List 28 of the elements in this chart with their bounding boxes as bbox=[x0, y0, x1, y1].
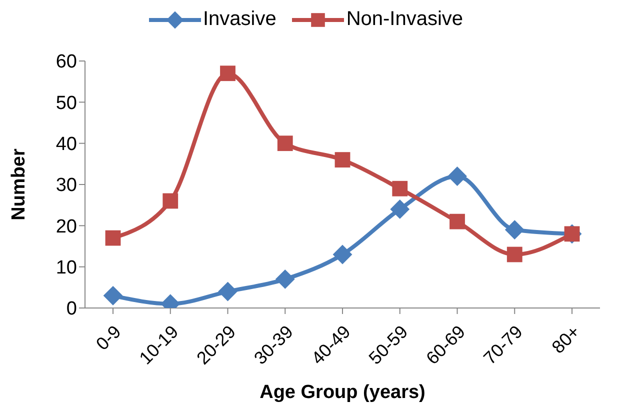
point bbox=[104, 286, 122, 306]
legend-label: Non-Invasive bbox=[346, 8, 464, 31]
x-tick-label: 80+ bbox=[548, 322, 584, 358]
y-tick-label: 50 bbox=[56, 92, 77, 114]
point bbox=[277, 136, 293, 152]
point bbox=[448, 166, 467, 186]
point bbox=[333, 244, 352, 264]
y-tick-label: 10 bbox=[56, 258, 77, 279]
point bbox=[505, 220, 524, 240]
point bbox=[450, 214, 465, 230]
x-axis-title: Age Group (years) bbox=[260, 382, 426, 403]
point bbox=[105, 230, 121, 246]
y-tick-label: 40 bbox=[56, 134, 77, 156]
legend-label: Invasive bbox=[202, 8, 276, 31]
y-tick-label: 30 bbox=[56, 175, 77, 196]
y-tick-label: 60 bbox=[56, 52, 77, 73]
point bbox=[220, 66, 236, 82]
point bbox=[218, 282, 238, 302]
y-tick-label: 20 bbox=[56, 216, 77, 238]
point bbox=[276, 270, 295, 289]
point bbox=[390, 200, 410, 219]
point bbox=[506, 246, 522, 262]
point bbox=[392, 180, 408, 196]
y-axis-title: Number bbox=[8, 148, 30, 220]
point bbox=[334, 152, 350, 168]
point bbox=[162, 193, 178, 209]
x-tick-label: 0-9 bbox=[92, 322, 125, 354]
y-tick-label: 0 bbox=[66, 298, 77, 320]
